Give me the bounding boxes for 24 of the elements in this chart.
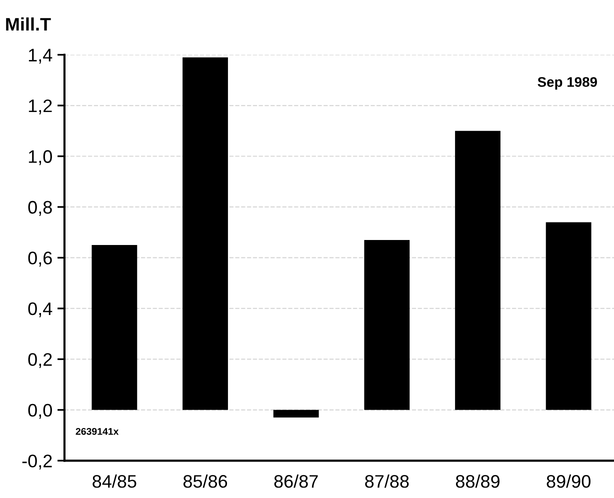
y-tick-label: 1,0 <box>28 150 52 166</box>
x-tick-label: 86/87 <box>274 474 318 488</box>
annotation: 2639141x <box>76 428 119 435</box>
y-tick-label: 0,6 <box>28 252 52 267</box>
x-tick-label: 88/89 <box>456 474 500 488</box>
y-tick-label: 0,0 <box>28 404 52 419</box>
y-tick-label: 0,4 <box>28 302 52 318</box>
annotation: Sep 1989 <box>538 77 598 90</box>
x-tick-label: 84/85 <box>92 474 136 488</box>
y-tick-label: -0,2 <box>22 454 52 470</box>
bar <box>182 57 228 410</box>
y-axis-title: Mill.T <box>6 17 51 31</box>
bar <box>455 130 500 410</box>
y-tick-label: 0,2 <box>28 353 52 368</box>
y-tick-label: 1,2 <box>28 99 52 114</box>
bar <box>273 410 319 418</box>
bar <box>92 245 138 410</box>
bar <box>546 222 592 410</box>
x-tick-label: 85/86 <box>183 474 228 488</box>
y-tick-label: 0,8 <box>28 200 52 216</box>
bar <box>364 240 410 410</box>
y-tick-label: 1,4 <box>28 48 52 64</box>
x-tick-label: 89/90 <box>546 474 590 488</box>
x-tick-label: 87/88 <box>365 474 409 488</box>
